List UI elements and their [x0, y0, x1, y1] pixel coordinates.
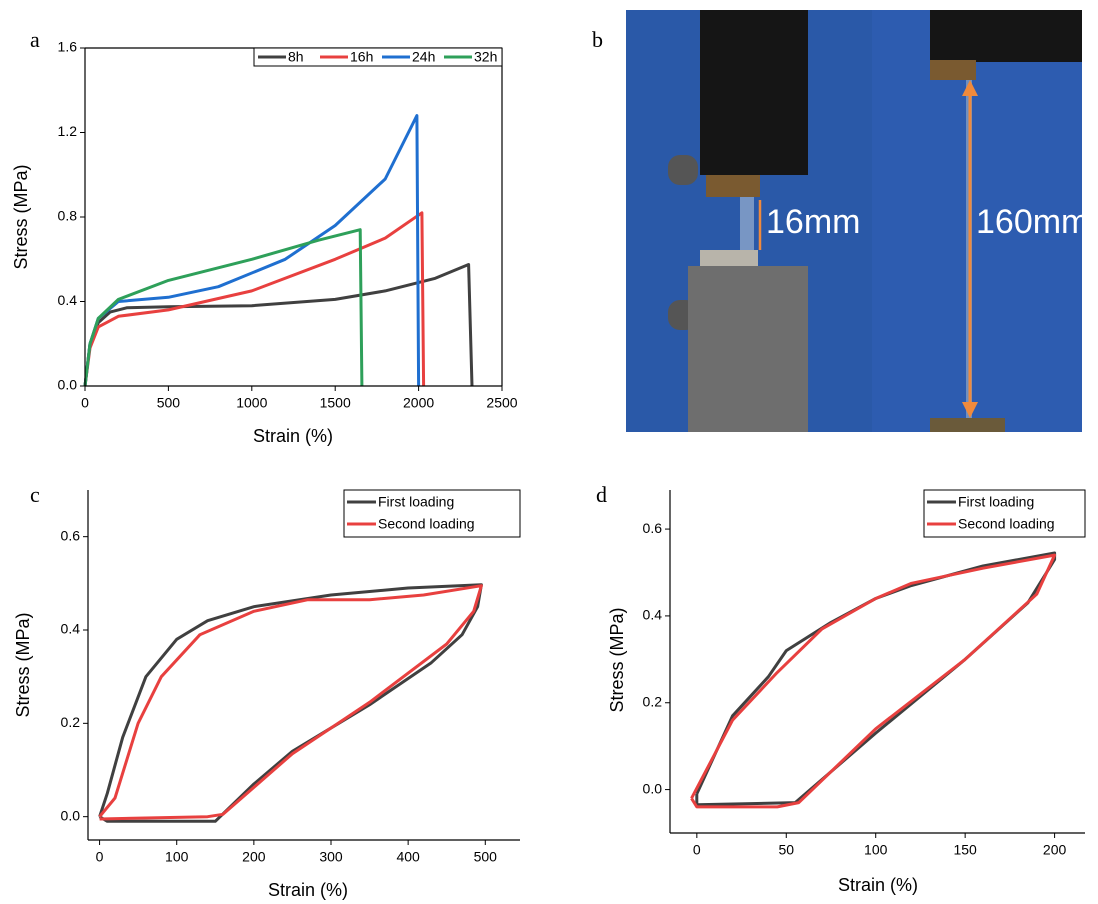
- legend-label: 16h: [350, 49, 373, 65]
- photo: 16mm 160mm: [626, 10, 1089, 432]
- panel-label: d: [596, 482, 607, 507]
- series-line: [98, 584, 483, 821]
- y-axis-title: Stress (MPa): [13, 612, 33, 717]
- annotation: 160mm: [976, 203, 1089, 241]
- series-line: [98, 583, 483, 823]
- series-line: [695, 551, 1057, 807]
- sample: [740, 197, 754, 252]
- clamp-jaw: [930, 60, 976, 80]
- legend-label: Second loading: [958, 516, 1055, 532]
- legend-box: [253, 47, 503, 67]
- x-tick-label: 0: [693, 842, 701, 858]
- x-tick-label: 2000: [403, 395, 434, 411]
- y-tick-label: 0.0: [61, 807, 81, 823]
- x-tick-label: 150: [953, 842, 977, 858]
- series-line: [690, 553, 1057, 809]
- x-tick-label: 1000: [236, 395, 267, 411]
- x-tick-label: 500: [474, 849, 498, 865]
- y-tick-label: 0.6: [61, 527, 81, 543]
- legend-label: First loading: [958, 494, 1034, 510]
- series-line: [83, 263, 474, 387]
- clamp-jaw: [706, 175, 760, 197]
- panel-label: a: [30, 27, 40, 52]
- x-tick-label: 0: [96, 849, 104, 865]
- y-tick-label: 0.2: [61, 714, 81, 730]
- clamp: [700, 10, 808, 175]
- x-tick-label: 1500: [320, 395, 351, 411]
- legend-label: Second loading: [378, 516, 475, 532]
- arrow-head: [962, 402, 978, 418]
- y-tick-label: 0.0: [58, 377, 78, 393]
- y-tick-label: 0.4: [61, 621, 81, 637]
- y-axis-title: Stress (MPa): [11, 164, 31, 269]
- series-line: [83, 228, 364, 387]
- arrow-head: [962, 80, 978, 96]
- legend-label: First loading: [378, 494, 454, 510]
- panel-label: b: [592, 27, 603, 52]
- x-tick-label: 400: [396, 849, 420, 865]
- annotation: 16mm: [766, 203, 860, 241]
- x-tick-label: 200: [242, 849, 266, 865]
- x-axis-title: Strain (%): [253, 426, 333, 446]
- x-tick-label: 2500: [486, 395, 517, 411]
- clamp-jaw: [700, 250, 758, 268]
- x-axis-title: Strain (%): [838, 875, 918, 895]
- legend-label: 32h: [474, 49, 497, 65]
- x-axis-title: Strain (%): [268, 880, 348, 900]
- knob: [668, 155, 698, 185]
- y-tick-label: 0.6: [643, 520, 663, 536]
- photo-bg: [872, 10, 1082, 432]
- y-tick-label: 0.4: [643, 607, 663, 623]
- series-line: [83, 211, 426, 387]
- y-axis-title: Stress (MPa): [607, 607, 627, 712]
- y-tick-label: 0.2: [643, 693, 663, 709]
- x-tick-label: 100: [864, 842, 888, 858]
- legend-label: 24h: [412, 49, 435, 65]
- panel-label: c: [30, 482, 40, 507]
- y-tick-label: 0.0: [643, 780, 663, 796]
- y-tick-label: 1.2: [58, 123, 78, 139]
- legend-label: 8h: [288, 49, 304, 65]
- x-tick-label: 300: [319, 849, 343, 865]
- clamp: [688, 266, 808, 432]
- clamp: [930, 10, 1082, 62]
- y-tick-label: 0.4: [58, 292, 78, 308]
- x-tick-label: 50: [778, 842, 794, 858]
- x-tick-label: 500: [157, 395, 181, 411]
- y-tick-label: 1.6: [58, 39, 78, 55]
- legend-box: [923, 489, 1086, 538]
- x-tick-label: 0: [81, 395, 89, 411]
- series-line: [83, 114, 421, 387]
- legend-box: [343, 489, 521, 538]
- x-tick-label: 200: [1043, 842, 1067, 858]
- x-tick-label: 100: [165, 849, 189, 865]
- clamp-jaw: [930, 418, 1005, 432]
- y-tick-label: 0.8: [58, 208, 78, 224]
